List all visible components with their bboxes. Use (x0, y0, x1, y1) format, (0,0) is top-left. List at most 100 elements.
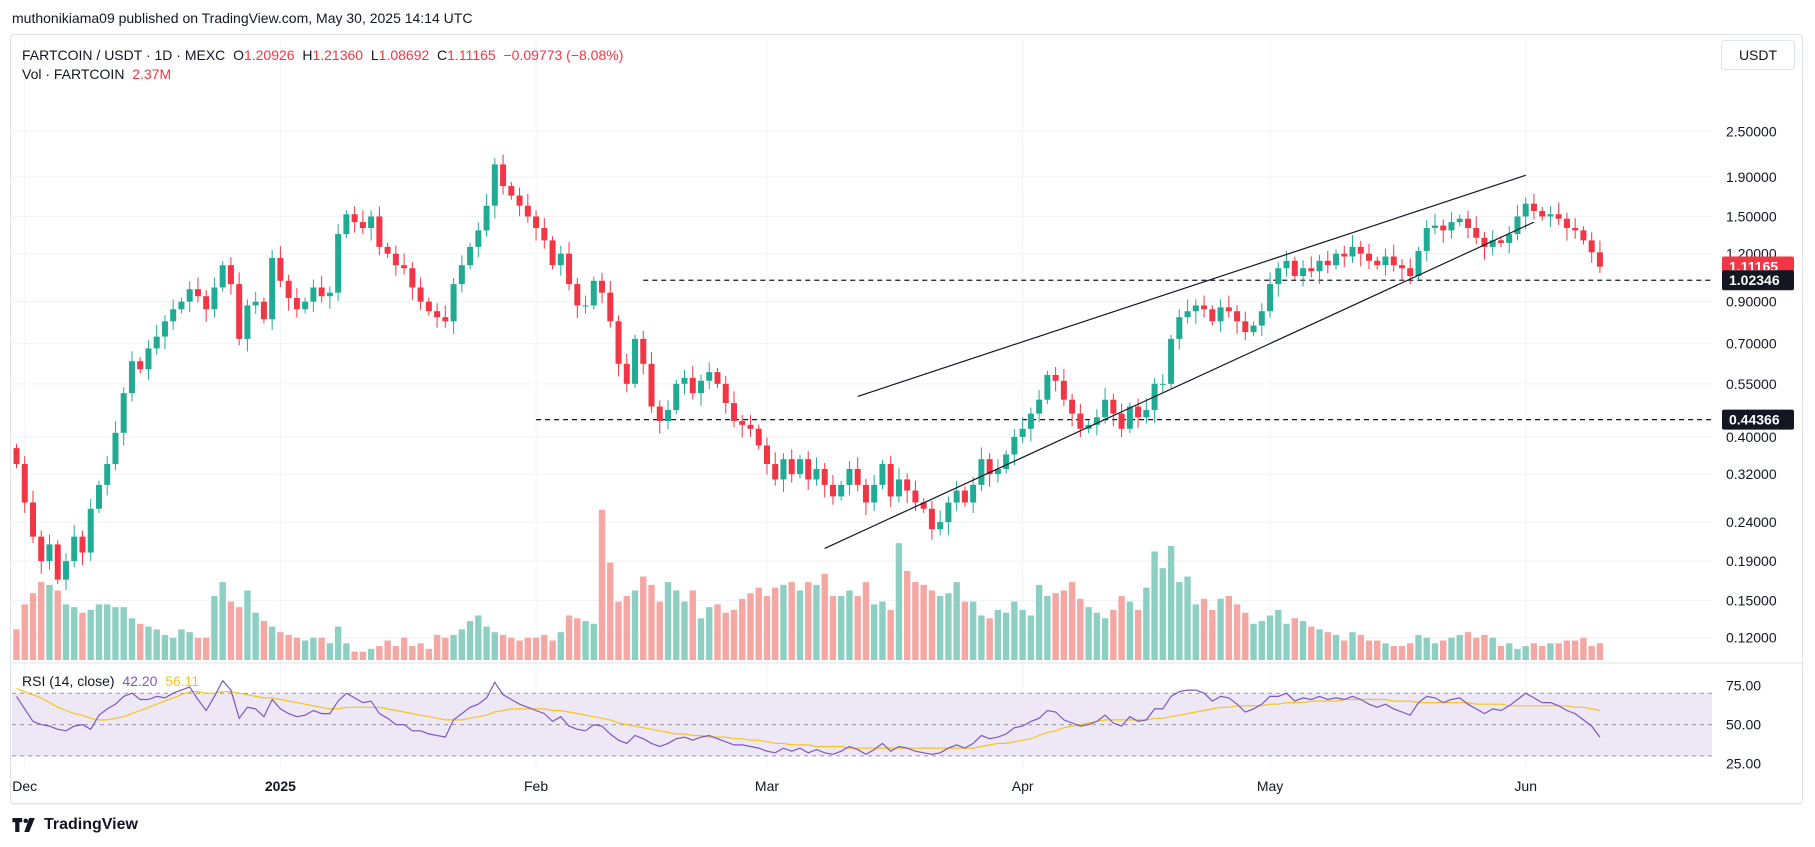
tradingview-logo-icon (12, 818, 35, 832)
volume-bar (780, 584, 787, 660)
volume-bar (252, 612, 259, 660)
volume-bar (648, 584, 655, 660)
volume-bar (95, 604, 103, 660)
volume-bar (351, 651, 358, 660)
price-tick-label: 2.50000 (1726, 123, 1777, 139)
price-tick-label: 0.32000 (1726, 466, 1777, 482)
publisher-line: muthonikiama09 published on TradingView.… (12, 10, 473, 26)
rsi-value: 42.20 (122, 673, 158, 689)
candle-up (1514, 216, 1521, 235)
candle-up (326, 292, 333, 297)
candle-up (1423, 227, 1430, 251)
volume-bar (1209, 609, 1216, 660)
volume-bar (1473, 637, 1480, 660)
volume-bar (516, 640, 523, 660)
volume-bar (1349, 632, 1356, 660)
volume-bar (574, 618, 581, 660)
volume-bar (491, 632, 499, 660)
candle-up (1506, 234, 1513, 243)
candle-up (1159, 383, 1166, 385)
candle-down (21, 464, 28, 503)
volume-bar (821, 573, 828, 660)
candle-down (1473, 227, 1480, 238)
volume-bar (1134, 609, 1142, 660)
volume-bar (673, 590, 680, 660)
rsi-line (15, 679, 1601, 755)
candle-up (1382, 256, 1389, 266)
candle-down (79, 536, 86, 553)
candle-up (310, 287, 317, 302)
candle-up (244, 305, 251, 339)
candle-up (1448, 222, 1455, 231)
volume-bar (219, 582, 226, 660)
volume-bar (557, 632, 565, 660)
candle-down (1291, 260, 1298, 276)
volume-bar (1035, 584, 1043, 660)
candle-down (615, 321, 622, 364)
volume-bar (21, 604, 28, 660)
volume-bar (1027, 615, 1035, 660)
candle-down (912, 490, 919, 503)
volume-bar (813, 584, 820, 660)
rsi-tick-label: 75.00 (1726, 677, 1761, 693)
time-tick-label: Dec (12, 778, 37, 794)
candle-down (1242, 321, 1249, 333)
candle-down (318, 287, 325, 297)
candle-up (1217, 307, 1224, 322)
volume-bar (829, 596, 837, 660)
candle-down (500, 164, 507, 187)
candle-up (1192, 305, 1199, 312)
candle-down (821, 469, 828, 485)
price-tag-label: 1.02346 (1729, 272, 1780, 288)
candle-down (54, 544, 61, 580)
footer-brand[interactable]: TradingView (12, 816, 138, 834)
volume-bar (1233, 604, 1241, 660)
candle-up (1168, 338, 1175, 384)
candle-down (648, 363, 655, 407)
candle-up (450, 284, 457, 322)
volume-bar (895, 543, 903, 660)
candle-down (384, 246, 391, 254)
candle-down (1580, 230, 1587, 241)
volume-bar (178, 629, 185, 660)
candle-up (483, 205, 490, 231)
volume-bar (961, 601, 969, 660)
volume-bar (838, 596, 845, 660)
volume-bar (607, 562, 614, 660)
volume-bar (1415, 634, 1422, 660)
candle-down (1481, 237, 1488, 247)
volume-bar (730, 609, 738, 660)
rsi-tick-label: 25.00 (1726, 756, 1761, 772)
volume-bar (1398, 646, 1406, 660)
candle-down (392, 253, 399, 266)
candle-up (491, 164, 498, 206)
trendline (857, 174, 1526, 397)
close-label: C (437, 47, 448, 63)
volume-bar (211, 596, 218, 660)
time-tick-label: Mar (755, 778, 779, 794)
volume-bar (1184, 576, 1191, 660)
price-tick-label: 0.40000 (1726, 429, 1777, 445)
volume-bar (1077, 598, 1084, 660)
volume-bar (1068, 582, 1076, 660)
volume-bar (38, 582, 45, 660)
rsi-ma-value: 56.11 (165, 673, 200, 689)
candle-down (524, 205, 531, 217)
candle-down (829, 484, 836, 497)
candle-up (186, 289, 193, 302)
volume-bar (1324, 632, 1331, 660)
volume-bar (433, 634, 441, 660)
volume-bar (862, 582, 870, 660)
volume-bar (1258, 621, 1265, 660)
candle-up (1126, 406, 1133, 429)
candle-down (227, 265, 234, 285)
currency-button[interactable]: USDT (1721, 40, 1795, 70)
volume-bar (640, 576, 647, 660)
candle-up (879, 464, 886, 485)
volume-bar (1242, 612, 1249, 660)
candle-down (417, 287, 424, 302)
volume-bar (631, 590, 639, 660)
candle-up (1415, 250, 1422, 276)
